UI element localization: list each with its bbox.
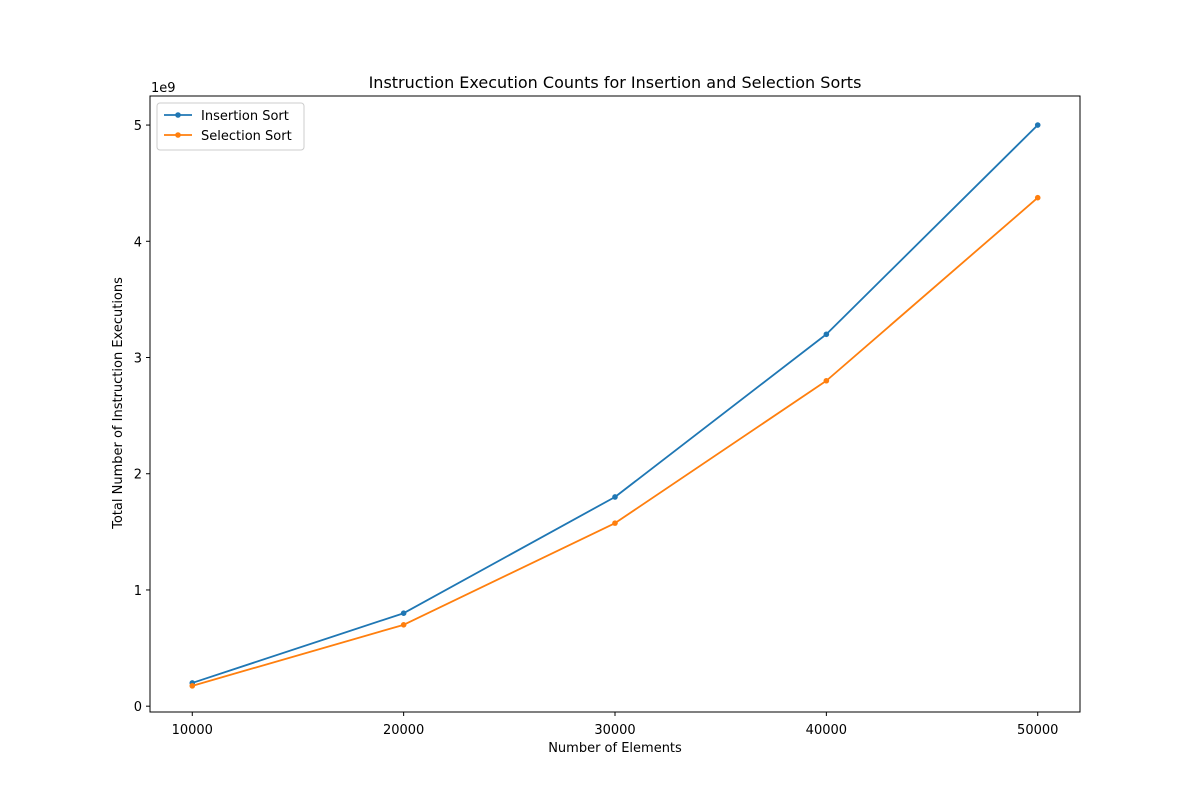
data-point-series-2 [400, 622, 407, 628]
legend-item-label: Insertion Sort [201, 109, 289, 124]
data-point-series-1 [823, 331, 830, 338]
x-tick-label: 20000 [383, 723, 424, 738]
legend-swatch-marker [175, 112, 181, 118]
series-line-1 [191, 124, 1039, 684]
y-tick-label: 5 [134, 119, 142, 134]
data-point-series-2 [1034, 194, 1041, 201]
legend-box [156, 102, 305, 151]
y-axis-label: Total Number of Instruction Executions [111, 277, 126, 530]
axes-group: 10000 20000 30000 40000 50000 0 1 2 3 4 5 [134, 95, 1081, 738]
x-tick-label: 10000 [172, 723, 213, 738]
series-group [189, 122, 1041, 689]
data-point-series-1 [612, 494, 618, 500]
x-tick-label: 30000 [594, 723, 635, 738]
plot-frame [149, 95, 1081, 713]
y-tick-label: 4 [134, 235, 142, 250]
legend: Insertion Sort Selection Sort [156, 102, 305, 151]
data-point-series-2 [823, 377, 830, 384]
y-axis-offset-label: 1e9 [151, 81, 176, 96]
data-point-series-1 [400, 610, 407, 617]
x-axis-label: Number of Elements [548, 741, 682, 756]
data-point-series-2 [612, 520, 618, 526]
chart-title: Instruction Execution Counts for Inserti… [369, 73, 862, 92]
y-tick-label: 1 [134, 584, 142, 599]
x-tick-label: 50000 [1017, 723, 1058, 738]
series-line-2 [192, 197, 1039, 687]
y-tick-label: 2 [134, 468, 142, 483]
x-tick-label: 40000 [806, 723, 847, 738]
y-tick-label: 0 [134, 700, 142, 715]
legend-item-label: Selection Sort [201, 129, 292, 144]
data-point-series-1 [1034, 122, 1041, 128]
data-point-series-2 [189, 683, 196, 689]
legend-swatch-marker [175, 132, 181, 138]
y-tick-label: 3 [134, 352, 142, 367]
